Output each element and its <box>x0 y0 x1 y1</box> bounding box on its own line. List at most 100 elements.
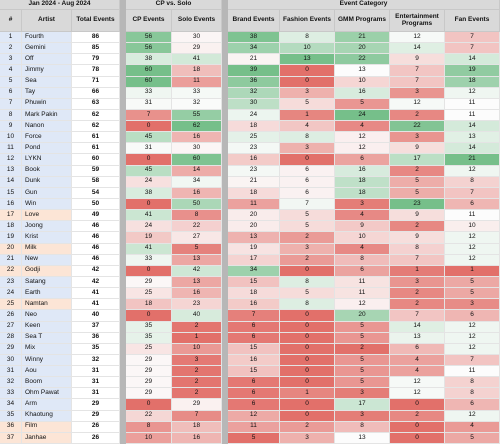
number-cell: 2 <box>280 232 335 244</box>
number-cell: 0 <box>280 343 335 355</box>
number-cell: 61 <box>72 143 120 155</box>
number-cell: 7 <box>126 109 172 122</box>
number-cell: 12 <box>390 32 445 44</box>
number-cell: 8 <box>390 243 445 255</box>
number-cell: 34 <box>0 399 22 411</box>
number-cell: 85 <box>72 43 120 55</box>
number-cell: 13 <box>280 54 335 66</box>
number-cell: 24 <box>0 288 22 300</box>
number-cell: 10 <box>445 221 500 233</box>
number-cell: 16 <box>172 432 222 444</box>
number-cell: 5 <box>445 432 500 444</box>
artist-cell: Milk <box>22 243 72 255</box>
artist-cell: Arm <box>22 399 72 411</box>
number-cell: 3 <box>335 388 390 400</box>
artist-cell: Win <box>22 199 72 211</box>
number-cell: 4 <box>335 243 390 255</box>
number-cell: 7 <box>172 410 222 422</box>
number-cell: 12 <box>228 410 280 422</box>
number-cell: 40 <box>172 310 222 322</box>
number-cell: 8 <box>0 109 22 122</box>
number-cell: 12 <box>390 388 445 400</box>
number-cell: 12 <box>445 243 500 255</box>
number-cell: 60 <box>72 154 120 166</box>
separator <box>222 0 228 444</box>
number-cell: 12 <box>445 343 500 355</box>
number-cell: 18 <box>228 187 280 200</box>
number-cell: 28 <box>0 332 22 344</box>
number-cell: 5 <box>280 98 335 110</box>
number-cell: 33 <box>126 87 172 99</box>
number-cell: 17 <box>0 210 22 222</box>
number-cell: 31 <box>72 388 120 400</box>
number-cell: 56 <box>126 32 172 44</box>
number-cell: 3 <box>390 276 445 289</box>
number-cell: 6 <box>228 388 280 400</box>
number-cell: 33 <box>126 254 172 266</box>
number-cell: 21 <box>228 176 280 188</box>
number-cell: 79 <box>72 54 120 66</box>
number-cell: 6 <box>445 310 500 322</box>
number-cell: 37 <box>0 432 22 444</box>
number-cell: 6 <box>280 187 335 200</box>
column-header: Artist <box>22 10 72 32</box>
number-cell: 13 <box>335 65 390 77</box>
artist-cell: Winny <box>22 354 72 367</box>
number-cell: 34 <box>172 176 222 188</box>
number-cell: 14 <box>390 321 445 333</box>
number-cell: 34 <box>228 265 280 277</box>
number-cell: 60 <box>172 154 222 166</box>
number-cell: 12 <box>445 410 500 422</box>
number-cell: 2 <box>280 254 335 266</box>
number-cell: 0 <box>280 321 335 333</box>
number-cell: 9 <box>390 143 445 155</box>
number-cell: 7 <box>445 354 500 367</box>
number-cell: 24 <box>126 221 172 233</box>
number-cell: 15 <box>0 187 22 200</box>
number-cell: 29 <box>172 399 222 411</box>
number-cell: 13 <box>172 276 222 289</box>
number-cell: 18 <box>228 288 280 300</box>
number-cell: 42 <box>172 265 222 277</box>
number-cell: 11 <box>228 199 280 211</box>
number-cell: 22 <box>390 121 445 133</box>
number-cell: 11 <box>445 366 500 378</box>
number-cell: 14 <box>445 121 500 133</box>
number-cell: 14 <box>0 176 22 188</box>
artist-cell: Book <box>22 165 72 177</box>
number-cell: 34 <box>228 43 280 55</box>
number-cell: 2 <box>280 421 335 433</box>
number-cell: 12 <box>0 154 22 166</box>
artist-cell: Force <box>22 132 72 144</box>
number-cell: 30 <box>228 98 280 110</box>
number-cell: 29 <box>126 366 172 378</box>
number-cell: 21 <box>445 154 500 166</box>
number-cell: 36 <box>0 421 22 433</box>
number-cell: 2 <box>390 288 445 300</box>
number-cell: 66 <box>72 87 120 99</box>
number-cell: 33 <box>0 388 22 400</box>
number-cell: 2 <box>0 43 22 55</box>
number-cell: 41 <box>72 288 120 300</box>
number-cell: 24 <box>126 176 172 188</box>
number-cell: 18 <box>172 65 222 77</box>
number-cell: 3 <box>335 410 390 422</box>
number-cell: 5 <box>445 288 500 300</box>
number-cell: 0 <box>390 421 445 433</box>
number-cell: 2 <box>390 410 445 422</box>
number-cell: 29 <box>126 354 172 367</box>
number-cell: 1 <box>172 332 222 344</box>
number-cell: 41 <box>126 243 172 255</box>
column-header: GMM Programs <box>335 10 390 32</box>
number-cell: 9 <box>390 210 445 222</box>
number-cell: 4 <box>390 354 445 367</box>
number-cell: 8 <box>280 299 335 311</box>
number-cell: 19 <box>445 65 500 77</box>
artist-cell: Fourth <box>22 32 72 44</box>
number-cell: 12 <box>445 87 500 99</box>
artist-cell: Aou <box>22 366 72 378</box>
number-cell: 17 <box>228 254 280 266</box>
number-cell: 24 <box>228 109 280 122</box>
number-cell: 3 <box>0 54 22 66</box>
